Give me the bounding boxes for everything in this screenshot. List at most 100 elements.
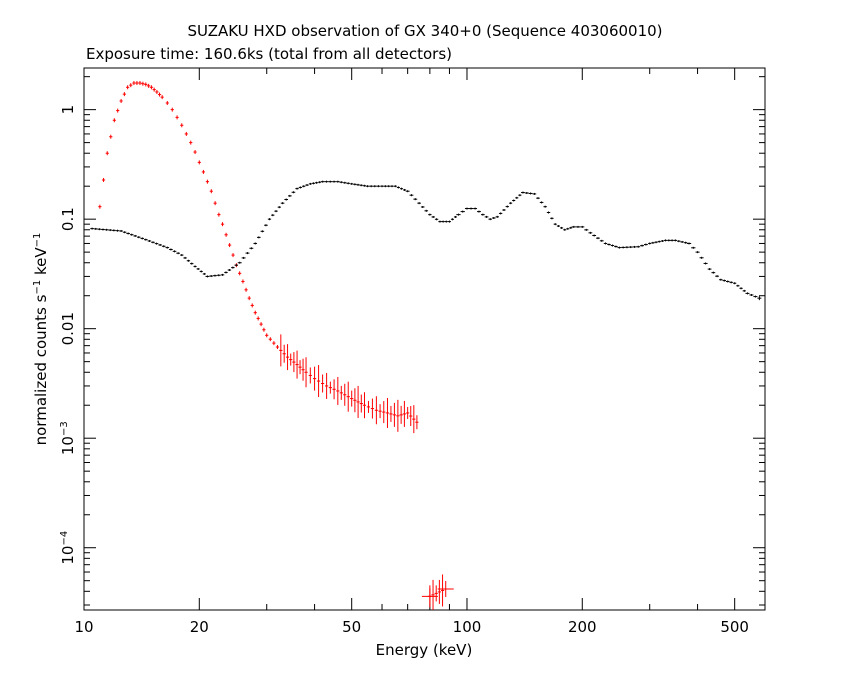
series-layer xyxy=(90,81,762,610)
y-tick-label-4: 10−4 xyxy=(59,531,77,565)
data-point-1-122 xyxy=(515,196,519,199)
data-point-1-16 xyxy=(147,239,152,242)
data-point-1-96 xyxy=(424,209,429,212)
data-point-1-106 xyxy=(456,213,461,216)
data-point-1-55 xyxy=(284,198,289,201)
data-point-0-56 xyxy=(292,352,296,373)
data-point-1-161 xyxy=(654,241,658,244)
data-point-1-147 xyxy=(603,242,608,245)
data-point-1-143 xyxy=(588,231,593,234)
data-point-1-12 xyxy=(133,234,137,237)
data-point-0-19 xyxy=(157,92,162,97)
data-point-0-54 xyxy=(285,344,290,371)
data-point-1-74 xyxy=(350,182,354,185)
data-point-1-105 xyxy=(453,215,457,218)
data-point-1-78 xyxy=(362,184,366,187)
data-point-1-85 xyxy=(387,185,391,188)
data-point-1-137 xyxy=(566,227,570,230)
data-point-1-66 xyxy=(320,180,325,183)
data-point-1-148 xyxy=(607,243,611,246)
data-point-0-7 xyxy=(122,92,126,97)
data-point-0-95 xyxy=(437,579,441,604)
data-point-1-111 xyxy=(477,210,481,213)
data-point-1-109 xyxy=(469,207,474,210)
data-point-1-140 xyxy=(575,225,581,228)
data-point-0-6 xyxy=(119,98,123,103)
data-point-0-70 xyxy=(343,383,347,406)
data-point-0-66 xyxy=(328,381,332,394)
x-tick-label-3: 100 xyxy=(453,618,482,636)
data-point-1-125 xyxy=(524,192,529,195)
data-point-0-85 xyxy=(396,399,400,432)
data-point-1-124 xyxy=(521,191,525,194)
data-point-1-99 xyxy=(434,218,439,221)
data-point-1-24 xyxy=(176,252,180,255)
data-point-1-77 xyxy=(359,184,363,187)
data-point-1-113 xyxy=(484,215,489,218)
data-point-1-126 xyxy=(528,192,533,195)
data-point-1-75 xyxy=(353,183,357,186)
x-ticks: 10 20 50 100 200 500 xyxy=(74,68,766,636)
data-point-0-1 xyxy=(101,177,106,182)
data-point-1-170 xyxy=(683,241,688,244)
data-point-0-5 xyxy=(116,108,120,113)
data-point-1-47 xyxy=(257,236,261,239)
data-point-0-22 xyxy=(170,107,174,112)
data-point-1-27 xyxy=(186,259,191,262)
data-point-1-6 xyxy=(112,229,116,232)
y-axis-label: normalized counts s−1 keV−1 xyxy=(32,233,50,446)
x-tick-label-2: 50 xyxy=(342,618,361,636)
data-point-1-58 xyxy=(295,187,299,190)
data-point-0-49 xyxy=(268,337,272,342)
data-point-1-164 xyxy=(663,239,668,242)
chart-subtitle: Exposure time: 160.6ks (total from all d… xyxy=(86,45,453,63)
data-point-1-49 xyxy=(264,224,268,227)
x-tick-label-0: 10 xyxy=(74,618,93,636)
data-point-0-20 xyxy=(160,95,164,100)
data-point-0-97 xyxy=(437,580,454,597)
data-point-1-165 xyxy=(667,239,671,242)
data-point-1-128 xyxy=(536,197,540,200)
data-point-1-130 xyxy=(543,205,547,208)
data-point-0-32 xyxy=(213,201,217,206)
data-point-1-166 xyxy=(670,239,674,242)
data-point-0-28 xyxy=(197,160,201,165)
data-point-1-177 xyxy=(711,271,716,274)
data-point-1-120 xyxy=(509,202,513,205)
data-point-0-93 xyxy=(431,579,435,610)
data-point-0-73 xyxy=(353,388,357,413)
data-point-1-0 xyxy=(90,227,94,230)
data-point-1-151 xyxy=(617,246,622,249)
data-point-1-7 xyxy=(115,229,120,232)
data-point-1-133 xyxy=(553,223,557,226)
data-point-1-142 xyxy=(584,228,589,231)
data-point-1-163 xyxy=(660,240,664,243)
data-point-0-34 xyxy=(220,222,225,227)
data-point-0-4 xyxy=(112,118,116,123)
data-point-1-119 xyxy=(505,205,509,208)
data-point-0-8 xyxy=(126,85,130,90)
data-point-1-83 xyxy=(380,185,384,188)
data-point-1-52 xyxy=(274,210,278,213)
data-point-1-117 xyxy=(498,212,503,215)
data-point-0-31 xyxy=(209,189,213,194)
data-point-1-50 xyxy=(267,218,272,221)
data-point-1-81 xyxy=(372,185,377,188)
data-point-1-132 xyxy=(550,217,554,220)
data-point-1-17 xyxy=(151,241,155,244)
data-point-1-103 xyxy=(447,220,451,223)
plot-frame xyxy=(83,67,766,611)
data-point-1-172 xyxy=(691,246,696,249)
data-point-1-138 xyxy=(569,226,573,229)
data-point-1-72 xyxy=(343,181,347,184)
data-point-0-33 xyxy=(217,212,221,217)
data-point-1-150 xyxy=(614,245,618,248)
data-point-0-23 xyxy=(175,115,179,120)
data-point-1-8 xyxy=(119,229,123,232)
data-point-0-84 xyxy=(392,402,397,427)
data-point-1-182 xyxy=(729,281,733,284)
data-point-1-9 xyxy=(122,231,127,234)
data-point-1-26 xyxy=(183,256,187,259)
data-point-1-160 xyxy=(651,241,655,244)
data-point-1-18 xyxy=(154,242,159,245)
